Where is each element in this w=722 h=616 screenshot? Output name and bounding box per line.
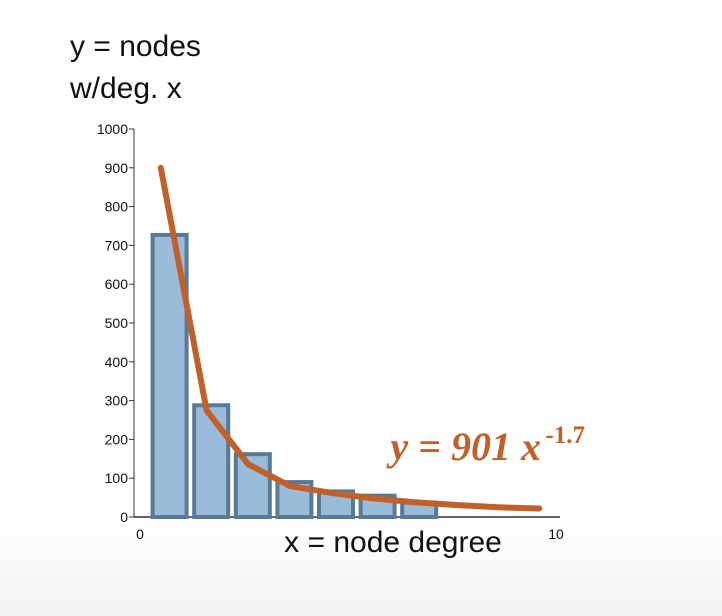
y-axis-title: y = nodes w/deg. x	[70, 26, 201, 110]
fit-equation-base: y = 901 x	[386, 424, 541, 469]
fit-equation-annotation: y = 901 x -1.7	[386, 422, 585, 469]
x-axis-title: x = node degree	[284, 526, 502, 559]
y-tick-label: 400	[105, 354, 129, 370]
y-axis-title-line-2: w/deg. x	[70, 72, 182, 105]
y-tick-label: 0	[120, 509, 128, 525]
y-tick-label: 500	[105, 315, 129, 331]
y-tick-label: 800	[105, 199, 129, 215]
x-tick-label: 10	[548, 526, 564, 542]
y-tick-label: 600	[105, 276, 129, 292]
x-tick-label: 0	[136, 526, 144, 542]
fit-equation-exponent: -1.7	[545, 422, 585, 449]
y-axis-title-line-1: y = nodes	[70, 30, 201, 63]
fit-line-series	[157, 164, 543, 512]
bar	[192, 403, 231, 520]
y-axis: 0 100 200 300 400 500 600 700 800 900 1000	[97, 121, 135, 525]
y-tick-label: 300	[105, 393, 129, 409]
bar-series	[150, 232, 439, 520]
y-tick-label: 100	[105, 470, 129, 486]
y-tick-label: 700	[105, 237, 129, 253]
fit-line	[157, 164, 543, 512]
y-tick-label: 900	[105, 160, 129, 176]
y-tick-label: 200	[105, 431, 129, 447]
y-tick-label: 1000	[97, 121, 128, 137]
